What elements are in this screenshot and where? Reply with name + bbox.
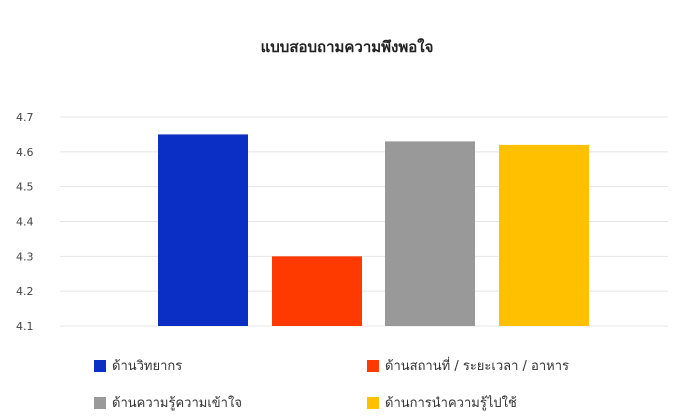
y-tick-label: 4.7 bbox=[16, 111, 34, 124]
y-tick-label: 4.6 bbox=[16, 146, 34, 159]
bar bbox=[385, 141, 475, 326]
y-tick-label: 4.3 bbox=[16, 250, 34, 263]
y-tick-label: 4.5 bbox=[16, 181, 34, 194]
bar bbox=[158, 134, 248, 326]
y-tick-label: 4.2 bbox=[16, 285, 34, 298]
y-tick-label: 4.1 bbox=[16, 320, 34, 333]
y-axis-ticks: 4.1 4.2 4.3 4.4 4.5 4.6 4.7 bbox=[16, 111, 34, 333]
bar bbox=[272, 256, 362, 326]
bars bbox=[158, 134, 589, 326]
y-tick-label: 4.4 bbox=[16, 216, 34, 229]
chart-title: แบบสอบถามความพึงพอใจ bbox=[261, 38, 434, 56]
bar bbox=[499, 144, 589, 326]
